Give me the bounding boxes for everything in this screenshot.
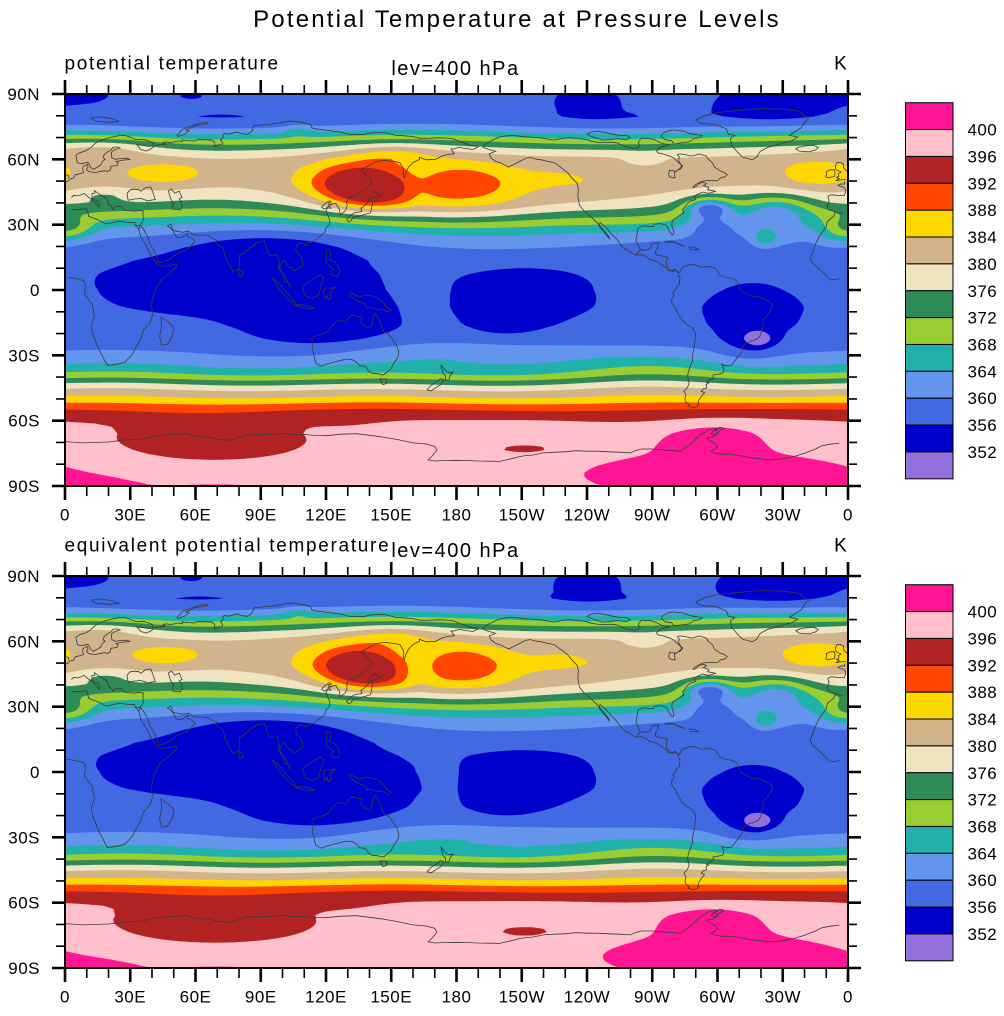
- svg-text:352: 352: [968, 443, 998, 462]
- svg-text:388: 388: [968, 683, 998, 702]
- svg-text:lev=400 hPa: lev=400 hPa: [391, 58, 519, 80]
- svg-text:0: 0: [30, 281, 40, 300]
- svg-text:120W: 120W: [564, 988, 610, 1007]
- svg-text:60S: 60S: [8, 894, 40, 913]
- svg-text:150E: 150E: [370, 988, 412, 1007]
- svg-text:90E: 90E: [245, 506, 277, 525]
- svg-text:380: 380: [968, 255, 998, 274]
- svg-text:0: 0: [60, 506, 70, 525]
- svg-text:K: K: [834, 536, 848, 557]
- svg-text:30S: 30S: [8, 828, 40, 847]
- svg-text:150E: 150E: [370, 506, 412, 525]
- svg-text:90N: 90N: [7, 567, 40, 586]
- svg-text:120W: 120W: [564, 506, 610, 525]
- svg-text:60N: 60N: [7, 632, 40, 651]
- svg-text:372: 372: [968, 309, 998, 328]
- svg-text:90N: 90N: [7, 85, 40, 104]
- svg-text:364: 364: [968, 362, 998, 381]
- svg-text:0: 0: [60, 988, 70, 1007]
- svg-text:388: 388: [968, 201, 998, 220]
- svg-text:380: 380: [968, 737, 998, 756]
- svg-text:180: 180: [442, 988, 472, 1007]
- svg-text:60W: 60W: [699, 506, 735, 525]
- svg-text:356: 356: [968, 416, 998, 435]
- svg-text:368: 368: [968, 818, 998, 837]
- svg-text:376: 376: [968, 764, 998, 783]
- svg-text:30W: 30W: [765, 988, 801, 1007]
- svg-text:30S: 30S: [8, 346, 40, 365]
- svg-text:K: K: [834, 54, 848, 75]
- svg-text:120E: 120E: [305, 506, 347, 525]
- svg-text:372: 372: [968, 791, 998, 810]
- svg-text:396: 396: [968, 629, 998, 648]
- svg-text:360: 360: [968, 389, 998, 408]
- svg-text:392: 392: [968, 656, 998, 675]
- svg-text:356: 356: [968, 898, 998, 917]
- svg-text:90S: 90S: [8, 959, 40, 978]
- svg-text:equivalent potential temperatu: equivalent potential temperature: [65, 536, 391, 557]
- svg-text:90W: 90W: [634, 988, 670, 1007]
- svg-text:368: 368: [968, 336, 998, 355]
- svg-text:30W: 30W: [765, 506, 801, 525]
- svg-text:120E: 120E: [305, 988, 347, 1007]
- svg-text:30E: 30E: [114, 988, 146, 1007]
- svg-text:180: 180: [442, 506, 472, 525]
- svg-text:360: 360: [968, 871, 998, 890]
- svg-text:lev=400 hPa: lev=400 hPa: [391, 540, 519, 562]
- svg-text:60E: 60E: [180, 988, 212, 1007]
- svg-text:150W: 150W: [499, 988, 545, 1007]
- svg-text:400: 400: [968, 603, 998, 622]
- svg-text:30N: 30N: [7, 698, 40, 717]
- svg-text:90S: 90S: [8, 477, 40, 496]
- svg-text:60N: 60N: [7, 150, 40, 169]
- svg-text:384: 384: [968, 228, 998, 247]
- svg-text:60W: 60W: [699, 988, 735, 1007]
- svg-text:400: 400: [968, 121, 998, 140]
- svg-text:150W: 150W: [499, 506, 545, 525]
- svg-text:392: 392: [968, 174, 998, 193]
- svg-text:potential temperature: potential temperature: [65, 54, 280, 75]
- svg-text:384: 384: [968, 710, 998, 729]
- svg-text:352: 352: [968, 925, 998, 944]
- svg-text:60S: 60S: [8, 412, 40, 431]
- svg-text:60E: 60E: [180, 506, 212, 525]
- svg-text:0: 0: [843, 988, 853, 1007]
- svg-text:90E: 90E: [245, 988, 277, 1007]
- svg-text:0: 0: [30, 763, 40, 782]
- svg-text:Potential Temperature at Press: Potential Temperature at Pressure Levels: [253, 6, 781, 33]
- svg-text:0: 0: [843, 506, 853, 525]
- svg-text:364: 364: [968, 844, 998, 863]
- svg-text:396: 396: [968, 147, 998, 166]
- svg-text:90W: 90W: [634, 506, 670, 525]
- svg-text:30N: 30N: [7, 216, 40, 235]
- svg-text:376: 376: [968, 282, 998, 301]
- svg-text:30E: 30E: [114, 506, 146, 525]
